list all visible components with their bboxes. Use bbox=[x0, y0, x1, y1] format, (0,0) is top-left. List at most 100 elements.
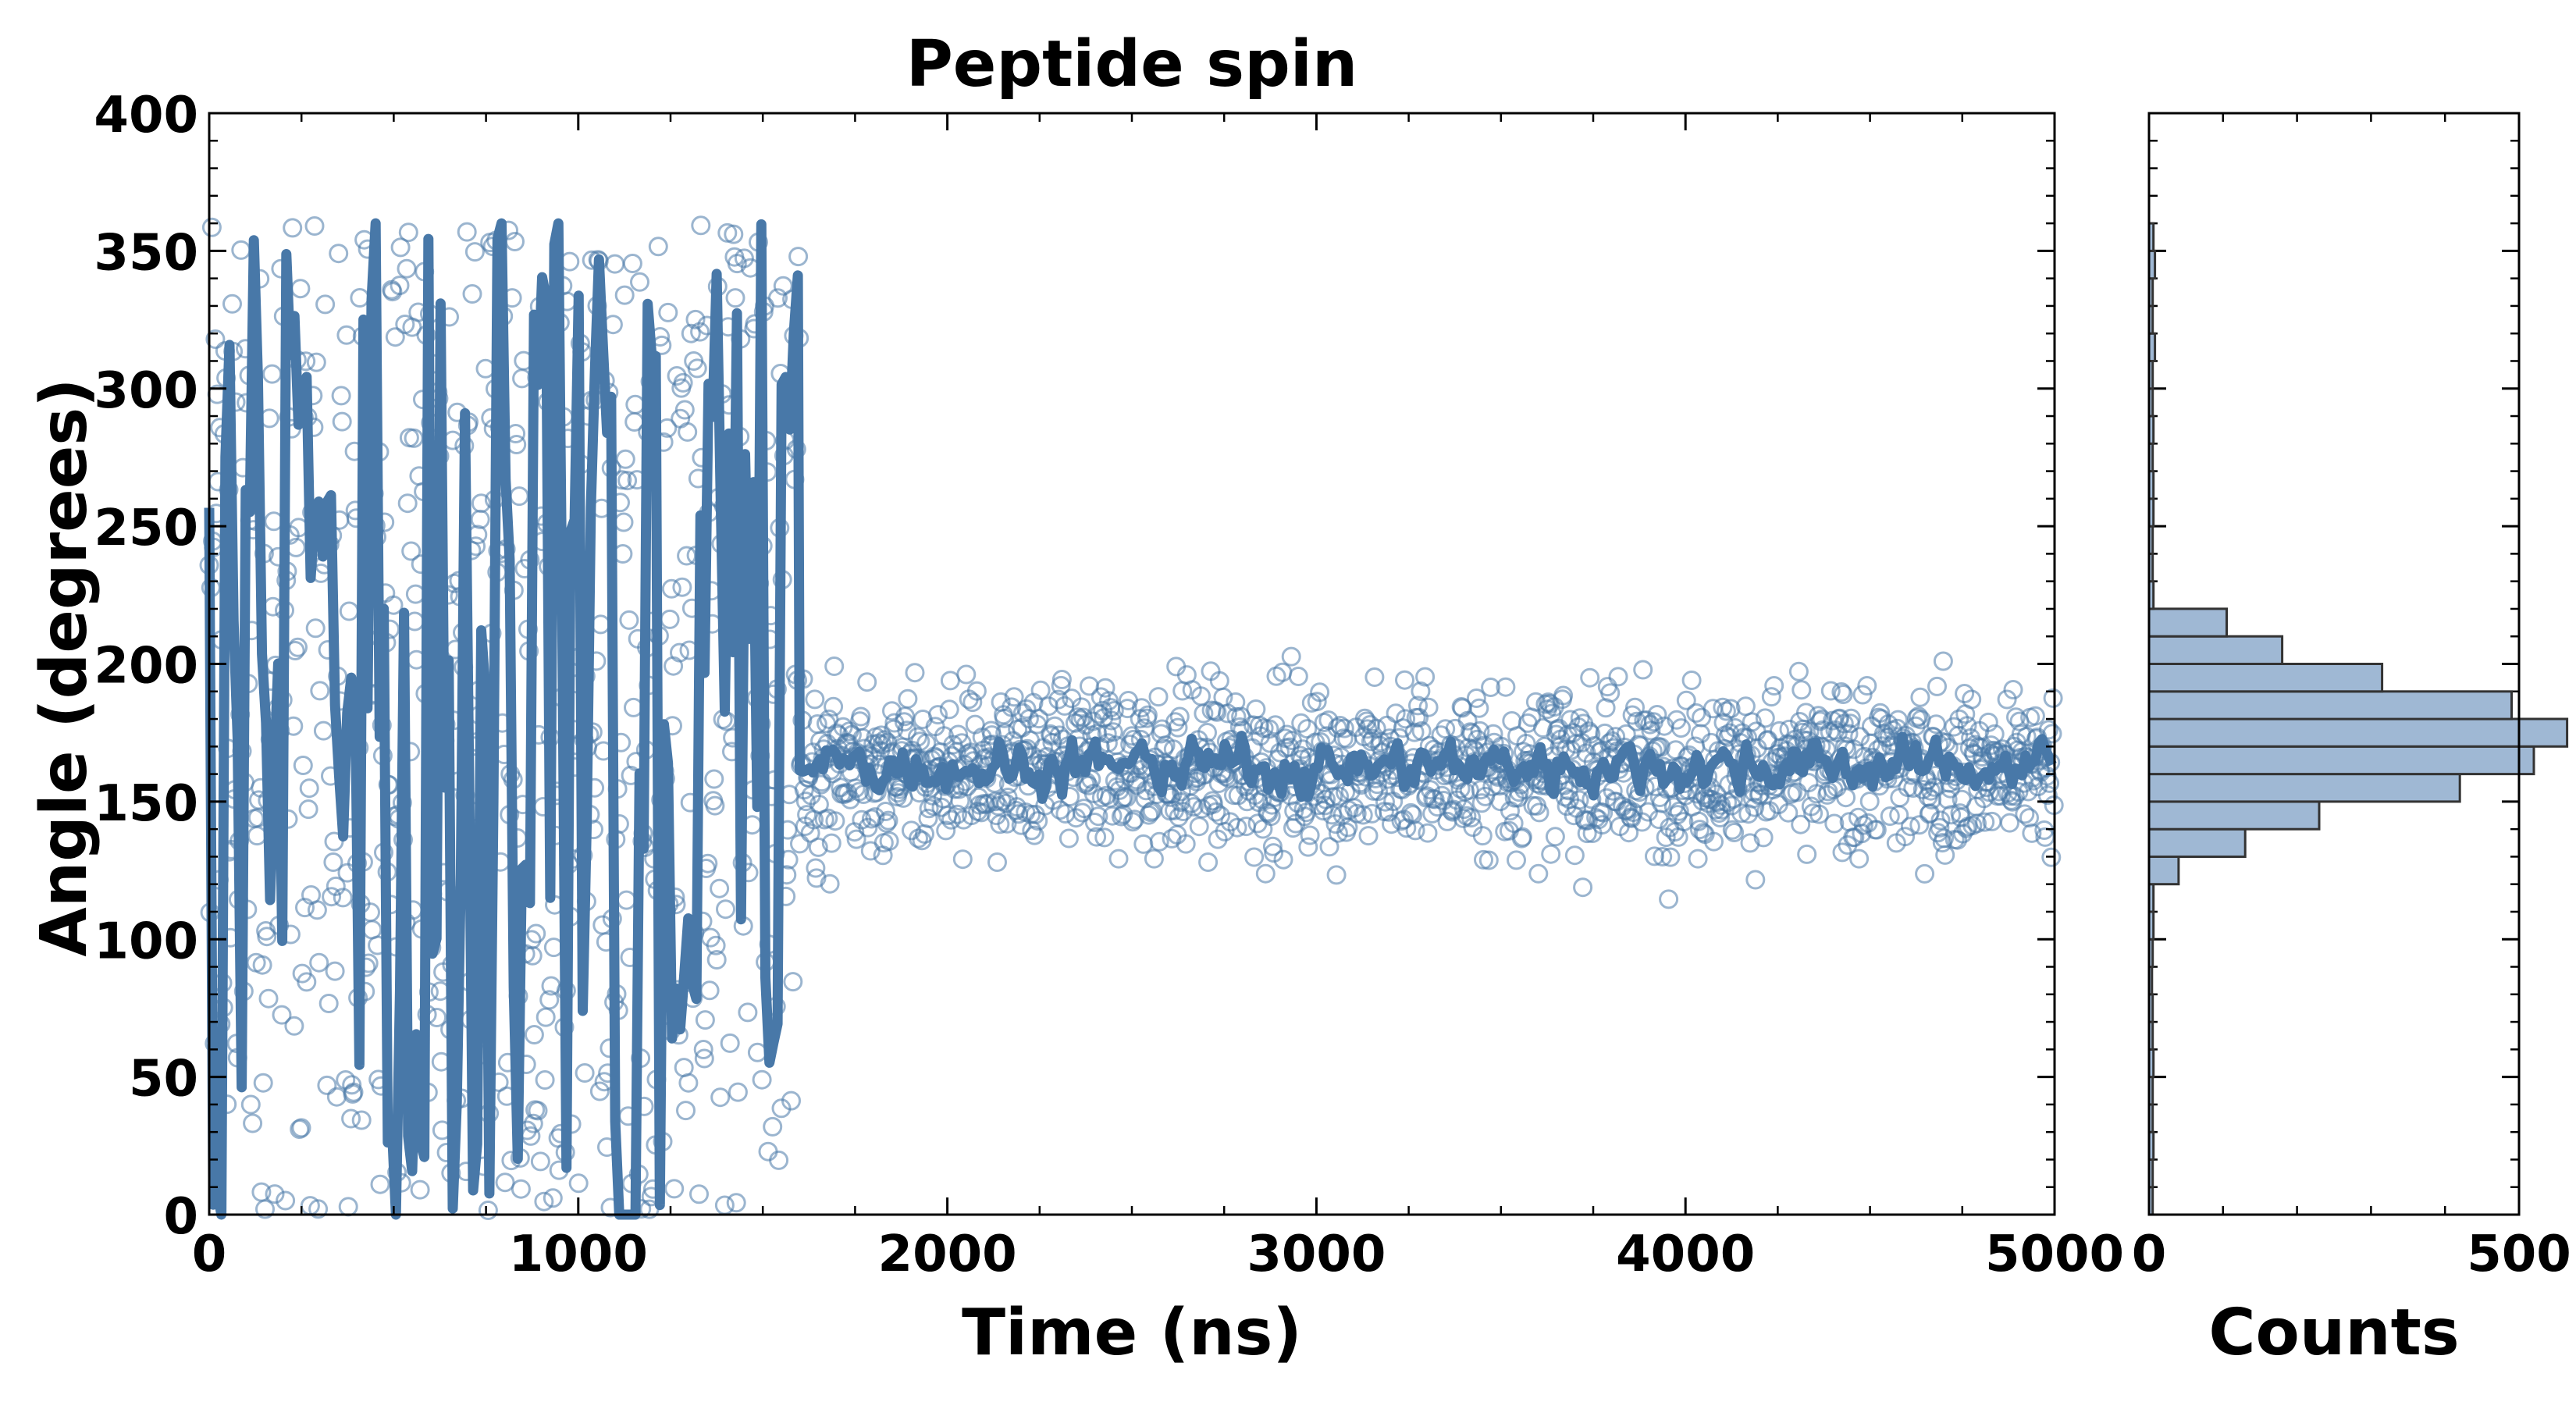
scatter-point bbox=[322, 887, 342, 907]
chart-title: Peptide spin bbox=[906, 27, 1358, 101]
histogram-bar bbox=[2147, 773, 2461, 803]
main-axis-ticks: 0 1000 2000 3000 4000 50000501001502002503003… bbox=[94, 87, 2519, 1283]
scatter-point bbox=[1831, 682, 1852, 702]
scatter-point bbox=[2038, 720, 2058, 740]
scatter-point bbox=[1354, 708, 1375, 728]
scatter-point bbox=[1900, 817, 1920, 837]
scatter-point bbox=[928, 705, 948, 725]
scatter-point bbox=[678, 422, 698, 442]
scatter-point bbox=[523, 1113, 543, 1133]
scatter-point bbox=[1888, 710, 1908, 730]
scatter-point bbox=[1364, 667, 1385, 687]
scatter-point bbox=[2018, 781, 2038, 802]
scatter-point bbox=[1323, 787, 1343, 807]
scatter-point bbox=[1395, 670, 1414, 690]
scatter-point bbox=[528, 1101, 548, 1121]
scatter-point bbox=[1328, 823, 1348, 843]
scatter-point bbox=[309, 952, 329, 973]
scatter-point bbox=[1415, 667, 1436, 687]
scatter-point bbox=[1326, 865, 1347, 885]
scatter-point bbox=[205, 329, 226, 349]
scatter-point bbox=[539, 990, 560, 1010]
scatter-point bbox=[1244, 847, 1265, 867]
scatter-point bbox=[617, 471, 638, 491]
scatter-point bbox=[390, 276, 410, 296]
scatter-point bbox=[1048, 689, 1069, 710]
scatter-point bbox=[543, 1188, 563, 1208]
scatter-series bbox=[199, 215, 2064, 1220]
scatter-point bbox=[1541, 844, 1561, 864]
scatter-point bbox=[332, 411, 352, 432]
scatter-point bbox=[1689, 820, 1710, 840]
x-axis-label: Time (ns) bbox=[962, 1296, 1302, 1370]
scatter-point bbox=[1139, 805, 1159, 825]
scatter-point bbox=[667, 366, 687, 386]
scatter-point bbox=[398, 222, 418, 243]
scatter-point bbox=[1824, 813, 1845, 834]
scatter-point bbox=[1674, 812, 1694, 832]
scatter-point bbox=[1461, 808, 1482, 828]
scatter-point bbox=[471, 493, 491, 514]
scatter-point bbox=[1405, 820, 1425, 841]
scatter-point bbox=[1580, 667, 1600, 688]
scatter-point bbox=[685, 309, 706, 329]
scatter-point bbox=[956, 664, 977, 685]
scatter-point bbox=[1249, 715, 1269, 735]
scatter-point bbox=[1553, 685, 1574, 706]
scatter-point bbox=[524, 1025, 544, 1044]
scatter-point bbox=[1577, 824, 1597, 844]
main-plot-frame bbox=[208, 112, 2056, 1216]
scatter-point bbox=[806, 858, 826, 878]
scatter-point bbox=[1041, 726, 1062, 746]
scatter-point bbox=[824, 656, 845, 676]
scatter-point bbox=[1761, 687, 1781, 707]
scatter-point bbox=[2034, 820, 2055, 840]
scatter-point bbox=[705, 795, 725, 816]
scatter-point bbox=[1933, 651, 1953, 671]
scatter-point bbox=[1909, 706, 1929, 727]
x-tick-label: 1000 bbox=[509, 1226, 648, 1283]
scatter-point bbox=[1059, 828, 1079, 849]
scatter-point bbox=[1742, 712, 1762, 732]
scatter-point bbox=[535, 1070, 555, 1090]
scatter-point bbox=[478, 1201, 498, 1220]
scatter-point bbox=[1764, 676, 1784, 696]
scatter-point bbox=[1319, 837, 1340, 857]
scatter-point bbox=[1379, 802, 1399, 822]
scatter-point bbox=[1905, 716, 1926, 736]
scatter-point bbox=[1930, 810, 1951, 831]
scatter-point bbox=[876, 802, 895, 821]
scatter-point bbox=[325, 961, 345, 981]
scatter-point bbox=[2042, 724, 2062, 744]
scatter-point bbox=[1149, 831, 1169, 852]
scatter-point bbox=[299, 778, 319, 799]
scatter-point bbox=[333, 888, 353, 908]
scatter-point bbox=[258, 988, 279, 1009]
scatter-point bbox=[1050, 800, 1070, 820]
scatter-point bbox=[673, 372, 693, 393]
scatter-point bbox=[308, 1199, 329, 1219]
scatter-point bbox=[397, 493, 418, 514]
scatter-point bbox=[674, 400, 695, 420]
scatter-point bbox=[720, 1033, 740, 1053]
scatter-point bbox=[936, 820, 956, 841]
scatter-point bbox=[905, 663, 925, 683]
scatter-point bbox=[1841, 708, 1861, 728]
scatter-point bbox=[310, 681, 330, 701]
scatter-point bbox=[2019, 808, 2039, 828]
scatter-point bbox=[1411, 681, 1431, 701]
scatter-point bbox=[1227, 817, 1247, 838]
scatter-point bbox=[879, 831, 899, 851]
y-tick-label: 100 bbox=[94, 913, 198, 970]
scatter-point bbox=[305, 618, 326, 639]
scatter-point bbox=[1650, 737, 1670, 757]
scatter-point bbox=[724, 224, 744, 244]
scatter-point bbox=[329, 244, 349, 264]
scatter-point bbox=[255, 1199, 275, 1219]
scatter-point bbox=[1450, 779, 1471, 799]
scatter-point bbox=[568, 1173, 589, 1194]
scatter-point bbox=[253, 1073, 273, 1093]
scatter-point bbox=[1671, 718, 1691, 738]
scatter-point bbox=[1123, 812, 1143, 832]
